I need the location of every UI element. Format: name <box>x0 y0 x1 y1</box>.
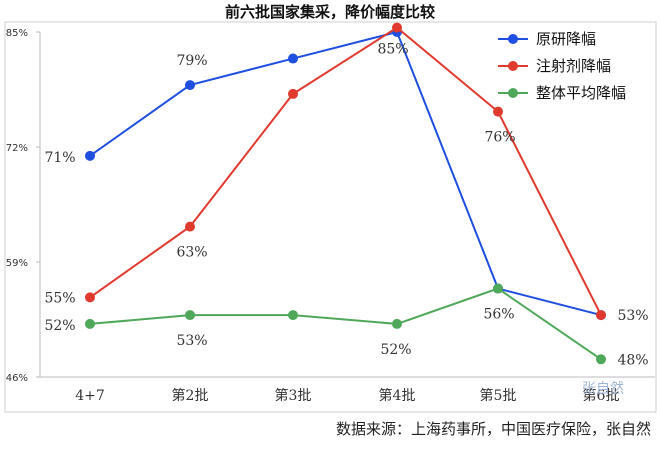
data-label: 52% <box>380 342 411 358</box>
series-line-1 <box>89 26 602 316</box>
y-tick-label: 72% <box>6 143 28 154</box>
data-point <box>185 310 195 321</box>
data-label: 76% <box>484 130 515 146</box>
data-point <box>288 310 298 321</box>
x-tick-label: 第2批 <box>172 387 209 404</box>
y-tick-label: 46% <box>6 373 28 384</box>
series-line-0 <box>89 30 602 317</box>
legend-marker <box>508 34 518 44</box>
x-tick-labels: 4+7 第2批 第3批 第4批 第5批 第6批 <box>75 387 619 404</box>
data-point <box>288 53 298 64</box>
data-point <box>493 283 503 294</box>
data-label: 52% <box>44 318 75 334</box>
data-point <box>392 318 402 329</box>
data-label: 79% <box>176 53 207 69</box>
data-point <box>493 106 503 117</box>
y-tick-label: 59% <box>6 258 28 269</box>
y-tick-labels: 85% 72% 59% 46% <box>6 28 40 384</box>
data-point <box>85 318 95 329</box>
data-label: 53% <box>176 333 207 349</box>
data-point <box>288 88 298 99</box>
data-point <box>596 354 606 365</box>
data-label: 56% <box>483 307 514 323</box>
chart-frame <box>4 21 657 413</box>
x-tick-label: 4+7 <box>75 388 105 404</box>
data-point <box>85 150 95 161</box>
data-label: 63% <box>176 245 207 261</box>
x-tick-label: 第3批 <box>275 387 312 404</box>
data-label: 48% <box>617 352 648 368</box>
x-tick-label: 第5批 <box>480 387 517 404</box>
legend-label: 注射剂降幅 <box>536 57 611 75</box>
chart-title: 前六批国家集采，降价幅度比较 <box>225 3 435 21</box>
data-point <box>185 221 195 232</box>
data-label: 71% <box>44 150 75 166</box>
data-point <box>392 22 402 33</box>
source-note: 数据来源：上海药事所，中国医疗保险，张自然 <box>336 420 651 438</box>
data-label: 53% <box>617 308 648 324</box>
legend-label: 原研降幅 <box>536 30 596 48</box>
x-tick-label: 第4批 <box>379 387 416 404</box>
data-label: 55% <box>44 290 75 306</box>
data-labels: 71% 79% 55% 63% 85% 76% 53% 52% 53% 52% 56% 48% <box>44 42 648 369</box>
data-point <box>185 80 195 91</box>
series-line-2 <box>89 287 602 361</box>
legend-label: 整体平均降幅 <box>536 84 626 102</box>
data-point <box>596 310 606 321</box>
legend-marker <box>508 88 518 98</box>
x-tick-label: 第6批 <box>583 387 620 404</box>
legend-marker <box>508 61 518 71</box>
watermark: 张自然 <box>582 380 624 397</box>
data-point <box>85 292 95 303</box>
y-tick-label: 85% <box>6 28 28 39</box>
series-layer <box>85 22 606 365</box>
data-label: 85% <box>377 42 408 58</box>
